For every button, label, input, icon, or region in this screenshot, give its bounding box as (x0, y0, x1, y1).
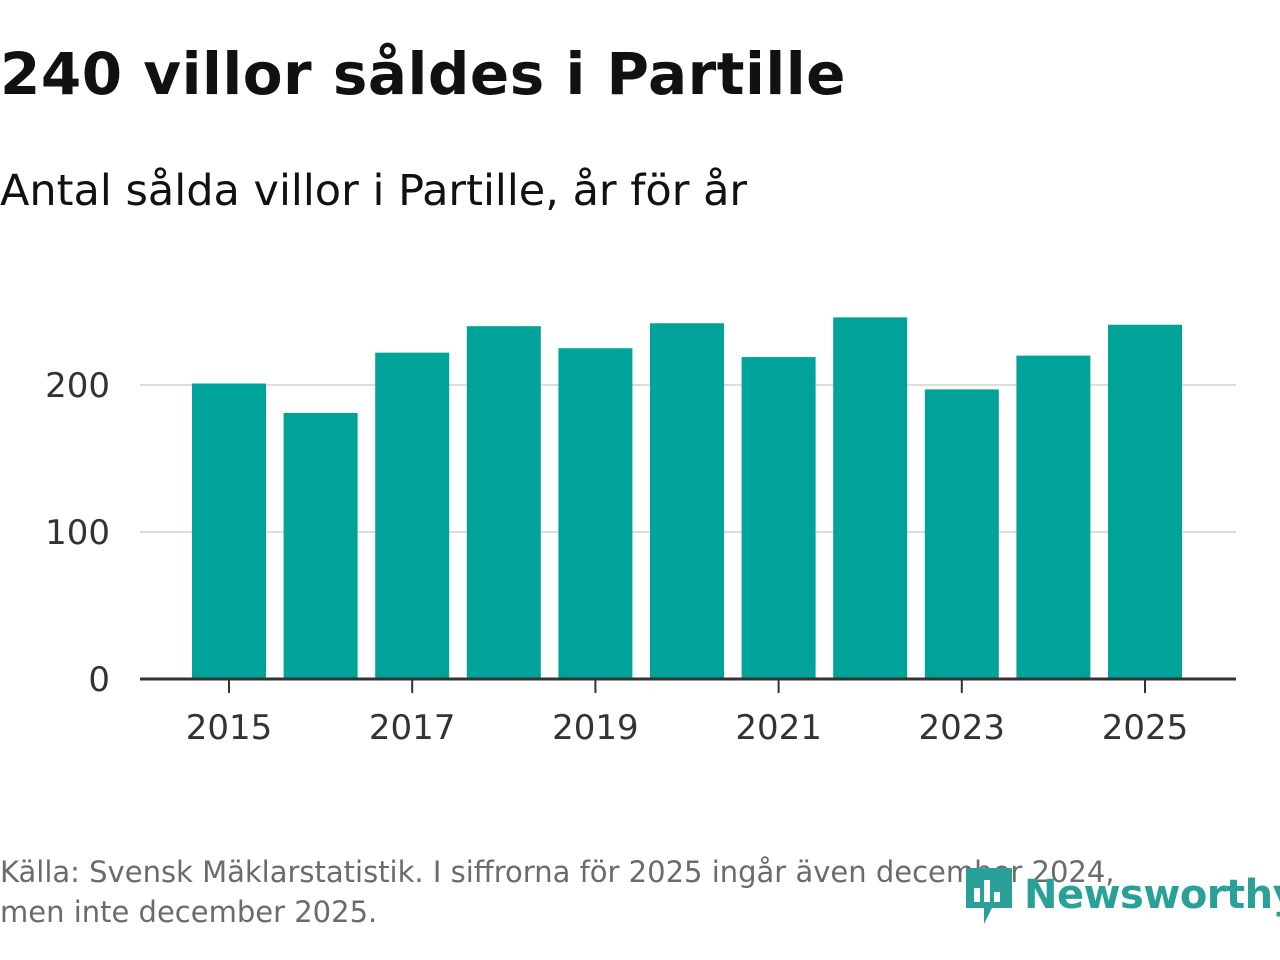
bar-2024 (1016, 355, 1091, 679)
y-tick-label-200: 200 (45, 366, 110, 406)
x-tick-label-2019: 2019 (552, 708, 639, 748)
y-tick-label-0: 0 (88, 660, 110, 700)
brand-name: Newsworthy (1024, 872, 1280, 918)
bar-2016 (283, 412, 358, 679)
brand-logo: Newsworthy (962, 862, 1280, 928)
bar-2023 (924, 389, 999, 679)
bar-2019 (558, 348, 633, 679)
source-note: Källa: Svensk Mäklarstatistik. I siffror… (0, 852, 1210, 932)
chart-subtitle: Antal sålda villor i Partille, år för år (0, 166, 748, 216)
bar-2017 (375, 352, 450, 679)
newsworthy-logo-icon (966, 868, 1012, 924)
chart-title: 240 villor såldes i Partille (0, 40, 846, 108)
bar-2022 (833, 317, 908, 679)
bar-2020 (650, 323, 724, 679)
source-line-1: Källa: Svensk Mäklarstatistik. I siffror… (0, 855, 1115, 889)
x-tick-label-2017: 2017 (369, 708, 456, 748)
x-tick-label-2023: 2023 (919, 708, 1006, 748)
y-tick-label-100: 100 (45, 513, 110, 553)
bar-2018 (466, 326, 541, 679)
x-tick-label-2025: 2025 (1102, 708, 1189, 748)
bar-2025 (1108, 324, 1182, 679)
bar-2015 (192, 383, 266, 679)
bar-2021 (741, 357, 816, 679)
x-tick-label-2021: 2021 (735, 708, 822, 748)
source-line-2: men inte december 2025. (0, 895, 378, 929)
x-tick-label-2015: 2015 (186, 708, 273, 748)
